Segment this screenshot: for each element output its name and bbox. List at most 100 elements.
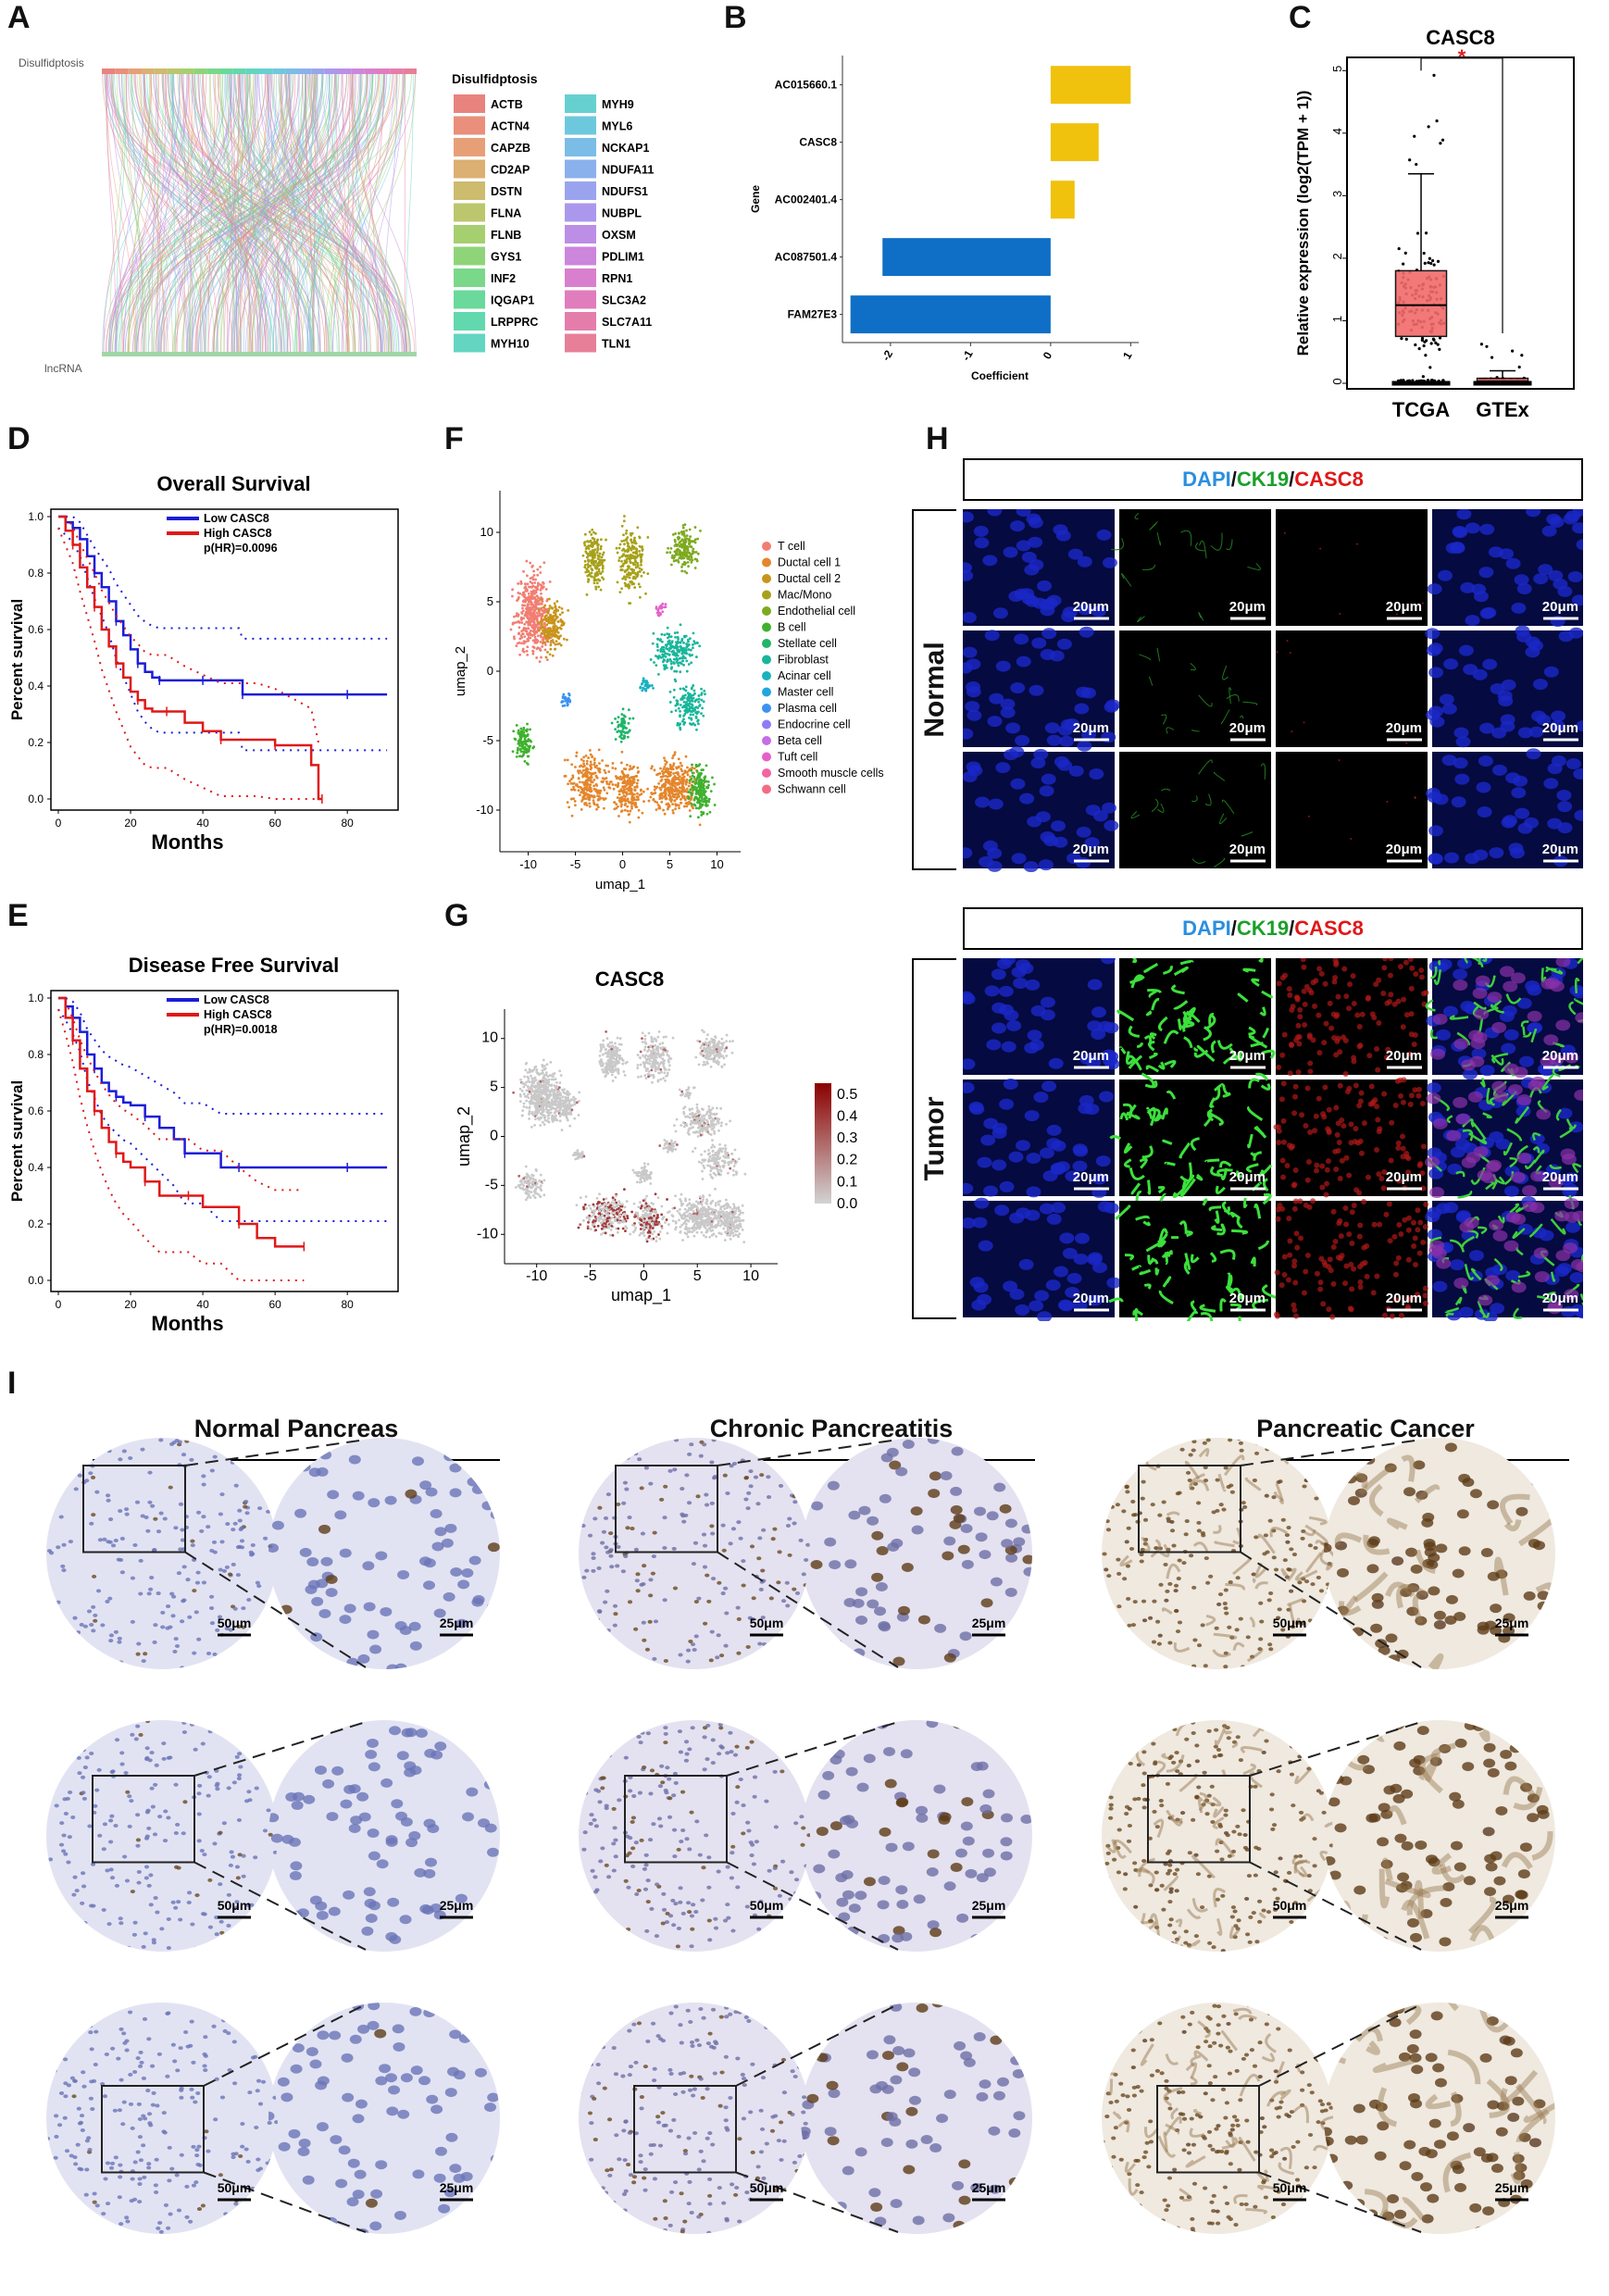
cell-point — [672, 653, 676, 656]
cell-point — [675, 699, 679, 702]
cell-point — [657, 1064, 661, 1067]
cell-point — [587, 540, 591, 543]
cell-point — [647, 1075, 650, 1079]
cell-point — [542, 636, 545, 639]
sankey-flow — [341, 73, 383, 353]
cell-point — [700, 768, 704, 772]
cell-point — [679, 552, 682, 555]
sankey-flow — [382, 73, 398, 353]
cell-point — [693, 538, 697, 542]
cell-point — [637, 816, 641, 819]
confidence-band — [57, 527, 322, 800]
y-tick-label: 0.6 — [28, 1104, 44, 1117]
cell-point — [555, 1092, 559, 1096]
cell-point — [573, 800, 577, 803]
cell-point — [692, 689, 696, 693]
cell-point — [520, 630, 523, 633]
panel-a-sankey: Disulfidptosis lncRNA Disulfidptosis ACT… — [19, 56, 654, 375]
sankey-node-top — [377, 69, 391, 74]
cell-point — [685, 652, 689, 655]
cell-point — [531, 652, 535, 655]
cell-point — [596, 538, 600, 542]
cell-point — [708, 810, 712, 814]
sankey-flow — [329, 73, 397, 353]
cell-point — [522, 734, 526, 738]
cell-point — [647, 799, 651, 803]
cell-point — [596, 789, 600, 792]
cell-point — [698, 823, 702, 827]
cell-point — [680, 637, 684, 641]
cell-point — [715, 1048, 718, 1051]
cell-point — [683, 651, 686, 655]
cell-point — [540, 1099, 543, 1103]
cell-point — [660, 796, 664, 800]
legend-dot — [762, 622, 771, 632]
cell-point — [568, 1107, 571, 1111]
cell-point — [527, 592, 530, 595]
cell-point — [706, 1062, 709, 1066]
cell-point — [592, 772, 594, 775]
cell-point — [525, 620, 529, 624]
cell-point — [718, 1053, 721, 1056]
cell-point — [675, 669, 679, 673]
cell-point — [690, 723, 692, 726]
sankey-flow — [107, 73, 229, 353]
cell-point — [539, 589, 543, 592]
cell-point — [653, 1055, 656, 1059]
y-tick-label: 0.4 — [28, 1161, 44, 1174]
survival-curve — [58, 996, 305, 1248]
cell-point — [591, 536, 594, 540]
cell-point — [542, 1058, 545, 1062]
sankey-flow — [156, 73, 167, 353]
cell-point — [683, 797, 687, 801]
cell-point — [612, 1051, 615, 1054]
cell-point — [678, 541, 681, 544]
cell-point — [524, 596, 527, 600]
cell-point — [675, 792, 679, 796]
legend-label: GYS1 — [491, 251, 521, 264]
cell-point — [661, 653, 665, 656]
cell-point — [518, 748, 522, 751]
cell-point — [555, 1114, 557, 1117]
cell-point — [530, 1095, 533, 1099]
cell-point — [696, 706, 700, 710]
cell-point — [616, 1046, 619, 1050]
cell-point — [703, 793, 706, 797]
cell-point — [656, 608, 660, 611]
sankey-node-top — [206, 69, 220, 74]
sankey-node-top — [259, 69, 273, 74]
cell-point — [672, 754, 675, 757]
cell-point — [602, 806, 605, 810]
cell-point — [642, 1048, 646, 1052]
cell-point — [612, 1060, 616, 1064]
cell-point — [664, 1067, 667, 1071]
cell-point — [603, 558, 606, 562]
cell-point — [717, 1056, 721, 1059]
cell-point — [663, 756, 666, 760]
sankey-flow — [165, 73, 218, 353]
cell-point — [554, 647, 557, 651]
survival-curve — [58, 515, 322, 801]
cell-point — [616, 796, 619, 800]
cell-point — [635, 547, 639, 551]
cell-point — [649, 795, 653, 799]
cell-point — [636, 1054, 640, 1056]
cell-point — [628, 545, 630, 548]
cell-point — [694, 1055, 698, 1059]
legend-label: NCKAP1 — [602, 142, 649, 155]
cell-point — [565, 638, 568, 642]
cell-point — [546, 611, 550, 615]
cell-point — [661, 1042, 665, 1045]
legend-label: TLN1 — [602, 338, 630, 351]
cell-point — [539, 1107, 543, 1111]
cell-point — [692, 646, 694, 650]
cell-point — [597, 748, 601, 752]
cell-point — [547, 1111, 551, 1115]
cell-point — [646, 535, 650, 539]
sankey-flow — [137, 73, 240, 353]
cell-point — [674, 781, 678, 785]
cell-point — [522, 754, 525, 756]
cell-point — [660, 785, 664, 789]
sankey-flow — [155, 73, 348, 353]
cell-point — [538, 660, 542, 664]
